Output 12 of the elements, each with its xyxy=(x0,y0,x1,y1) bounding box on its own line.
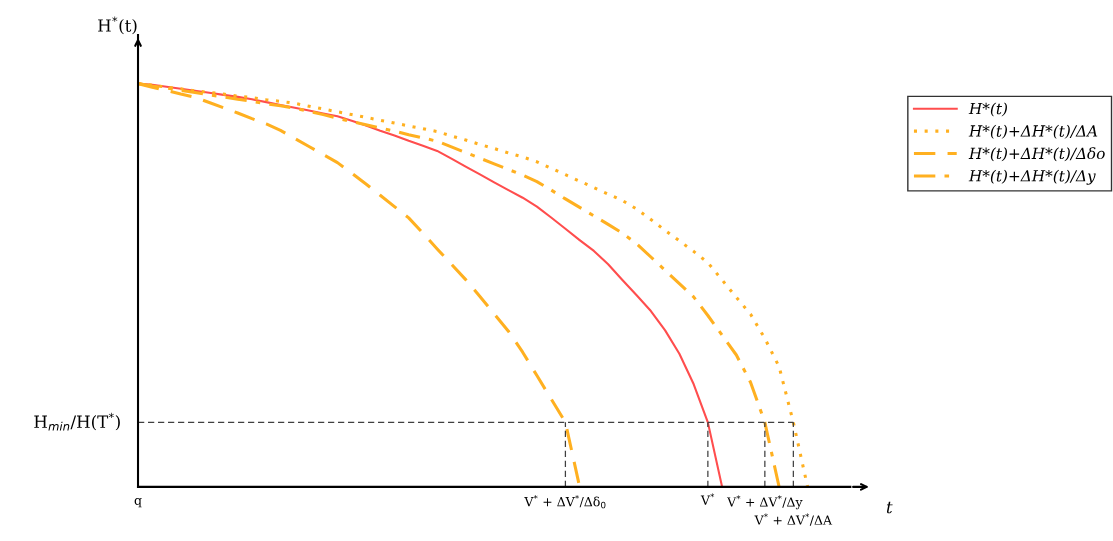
x-tick-label: V$^{*}$ + ΔV$^{*}$/Δδ$_{0}$ xyxy=(524,494,606,509)
x-tick-label: q xyxy=(134,498,142,508)
x-axis-title: t xyxy=(886,501,893,514)
x-tick-label: V$^{*}$ xyxy=(700,493,715,505)
legend-label: H*(t)+ΔH*(t)/Δy xyxy=(968,169,1096,185)
ref-line-label: H$_{min}$/H(T$^{*}$) xyxy=(34,412,120,431)
x-tick-label: V$^{*}$ + ΔV$^{*}$/Δy xyxy=(726,495,803,510)
x-tick-label: V$^{*}$ + ΔV$^{*}$/ΔA xyxy=(754,513,833,526)
y-axis-title: H$^{*}$(t) xyxy=(98,16,137,35)
legend-label: H*(t) xyxy=(968,102,1008,117)
legend-label: H*(t)+ΔH*(t)/Δδo xyxy=(968,147,1105,162)
legend-label: H*(t)+ΔH*(t)/ΔA xyxy=(968,124,1098,139)
